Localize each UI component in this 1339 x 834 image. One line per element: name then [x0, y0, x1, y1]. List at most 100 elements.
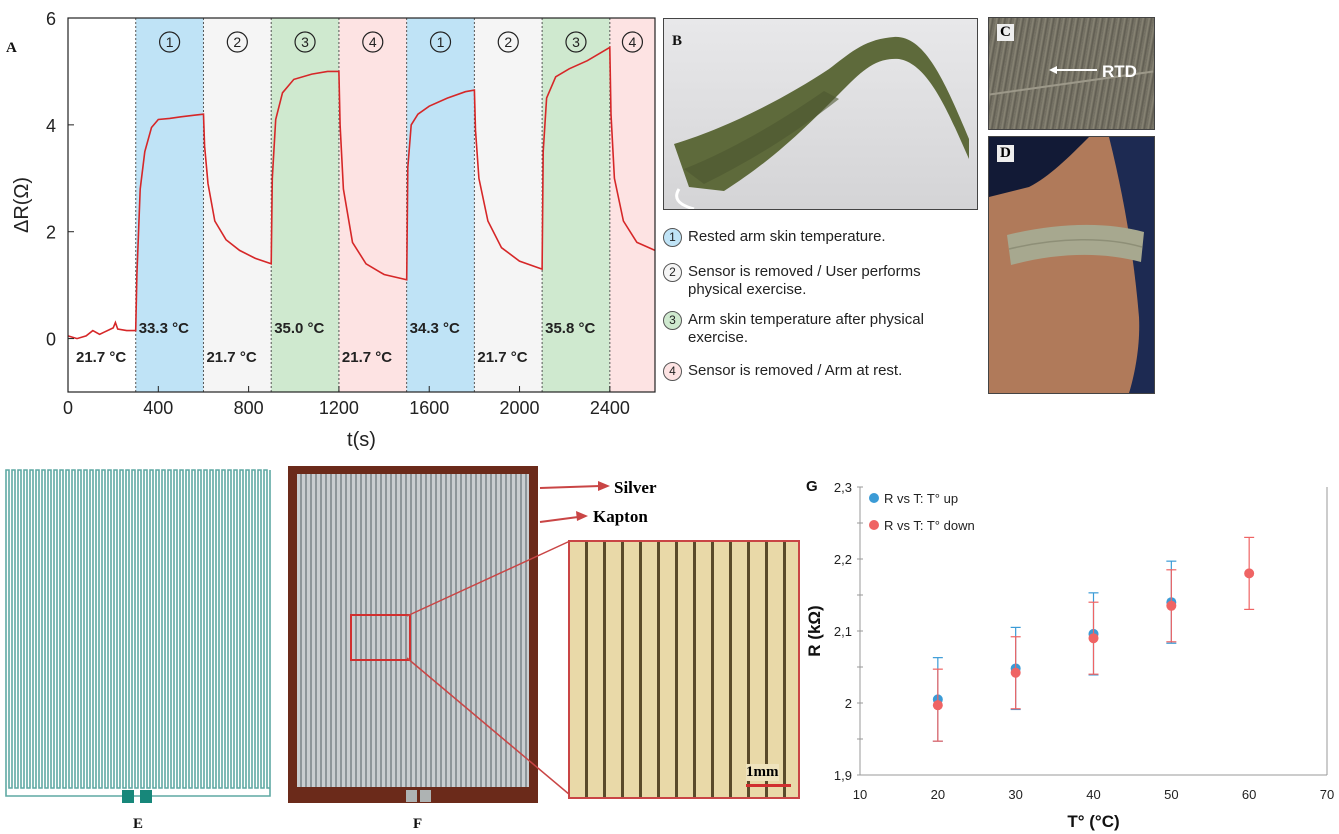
legend-item-3: 3 Arm skin temperature after physical exe…: [663, 311, 983, 347]
data-point: [932, 700, 943, 711]
phase-temperature-label: 35.0 °C: [274, 320, 324, 337]
phase-band: [474, 18, 543, 392]
silver-label: Silver: [614, 478, 657, 497]
y-tick-label: 0: [46, 330, 56, 350]
y-tick-label: 2: [46, 223, 56, 243]
phase-number-circle: [362, 31, 384, 53]
phase-number-circle: [621, 31, 644, 53]
textile-band-image: [674, 36, 969, 209]
x-axis-label: T° (°C): [1067, 812, 1119, 831]
phase-band: [338, 18, 407, 392]
panel-label-d: D: [997, 145, 1014, 162]
phase-number: 1: [166, 34, 174, 50]
phase-temperature-label: 34.3 °C: [410, 320, 460, 337]
contact-pad-right: [420, 790, 431, 802]
zoom-region-box: [350, 614, 411, 661]
phase-2-badge: 2: [663, 263, 682, 282]
y-tick-label: 2: [845, 696, 852, 711]
zoom-inset-micrograph: 1mm: [568, 540, 800, 799]
kapton-label: Kapton: [593, 507, 648, 526]
resistance-series-line: [67, 46, 656, 340]
panel-label-e: E: [133, 816, 144, 832]
phase-number-circle: [294, 31, 316, 53]
phase-4-badge: 4: [663, 362, 682, 381]
phase-number-circle: [226, 31, 248, 53]
legend-label: R vs T: T° up: [884, 491, 958, 506]
x-tick-label: 1600: [409, 398, 449, 418]
contact-pad-left: [122, 790, 134, 803]
phase-number-circle: [429, 31, 452, 53]
legend-marker: [869, 520, 879, 530]
y-tick-label: 1,9: [834, 768, 852, 783]
x-tick-label: 20: [931, 787, 945, 802]
chart-g-resistance-vs-temperature: G 10 20 30 40 50 60 70 1,9 2 2,1 2,2 2,3 R vs T: T° u…: [805, 478, 1334, 831]
phase-number: 1: [437, 34, 445, 50]
phase-band: [406, 18, 475, 392]
phase-number-circle: [497, 31, 519, 53]
data-point: [1010, 667, 1021, 678]
phase-band: [203, 18, 272, 392]
data-point: [1244, 568, 1255, 579]
phase-number: 3: [572, 34, 580, 50]
phase-temperature-label: 33.3 °C: [139, 320, 189, 337]
photo-f-printed-sensor: [288, 466, 538, 803]
phase-number-circle: [565, 31, 587, 53]
legend-text-2: Sensor is removed / User performs physic…: [688, 263, 921, 298]
legend-label: R vs T: T° down: [884, 518, 975, 533]
x-tick-label: 70: [1320, 787, 1334, 802]
y-tick-label: 2,2: [834, 552, 852, 567]
phase-band: [135, 18, 204, 392]
contact-pad-right: [140, 790, 152, 803]
x-tick-label: 50: [1164, 787, 1178, 802]
panel-label-b: B: [672, 33, 683, 49]
arrow-left-icon: [1049, 66, 1097, 74]
y-axis-label: R (kΩ): [805, 605, 824, 656]
panel-label-f: F: [413, 816, 423, 832]
phase-temperature-label: 21.7 °C: [342, 349, 392, 366]
y-tick-label: 2,1: [834, 624, 852, 639]
photo-c-fabric-closeup: RTD C: [988, 17, 1155, 130]
x-tick-label: 10: [853, 787, 867, 802]
data-point: [1088, 633, 1099, 644]
phase-number: 2: [233, 34, 241, 50]
x-tick-label: 30: [1008, 787, 1022, 802]
y-tick-label: 4: [46, 116, 56, 136]
phase-number: 4: [369, 34, 377, 50]
phase-temperature-label: 21.7 °C: [206, 349, 256, 366]
y-axis-label: ΔR(Ω): [11, 177, 33, 233]
meander-pattern-e: [5, 469, 271, 803]
phase-band: [271, 18, 339, 392]
plot-frame: [67, 17, 656, 393]
legend-text-3: Arm skin temperature after physical exer…: [688, 311, 924, 346]
panel-label-g: G: [806, 478, 818, 495]
legend-marker: [869, 493, 879, 503]
meander-trace: [5, 469, 271, 797]
x-tick-label: 0: [63, 398, 73, 418]
photo-d-arm-band: D: [988, 136, 1155, 394]
legend-item-2: 2 Sensor is removed / User performs physi…: [663, 263, 983, 299]
x-tick-label: 800: [234, 398, 264, 418]
y-tick-label: 2,3: [834, 480, 852, 495]
scale-bar: [746, 784, 791, 787]
legend-text-4: Sensor is removed / Arm at rest.: [688, 362, 903, 379]
panel-label-a: A: [6, 40, 17, 56]
x-tick-label: 60: [1242, 787, 1256, 802]
initial-temperature-label: 21.7 °C: [76, 349, 126, 366]
photo-b-textile-sensor: B: [663, 18, 978, 210]
legend-item-4: 4 Sensor is removed / Arm at rest.: [663, 362, 902, 381]
phase-number-circle: [158, 31, 181, 53]
phase-band: [609, 18, 655, 392]
legend-item-1: 1 Rested arm skin temperature.: [663, 228, 886, 247]
silver-meander: [297, 474, 529, 787]
x-tick-label: 400: [143, 398, 173, 418]
y-tick-label: 6: [46, 9, 56, 29]
data-point: [1166, 600, 1177, 611]
x-tick-label: 40: [1086, 787, 1100, 802]
rtd-label: RTD: [1102, 62, 1137, 81]
scale-bar-label: 1mm: [746, 764, 779, 781]
phase-number: 2: [504, 34, 512, 50]
phase-temperature-label: 35.8 °C: [545, 320, 595, 337]
phase-1-badge: 1: [663, 228, 682, 247]
contact-pad-left: [406, 790, 417, 802]
